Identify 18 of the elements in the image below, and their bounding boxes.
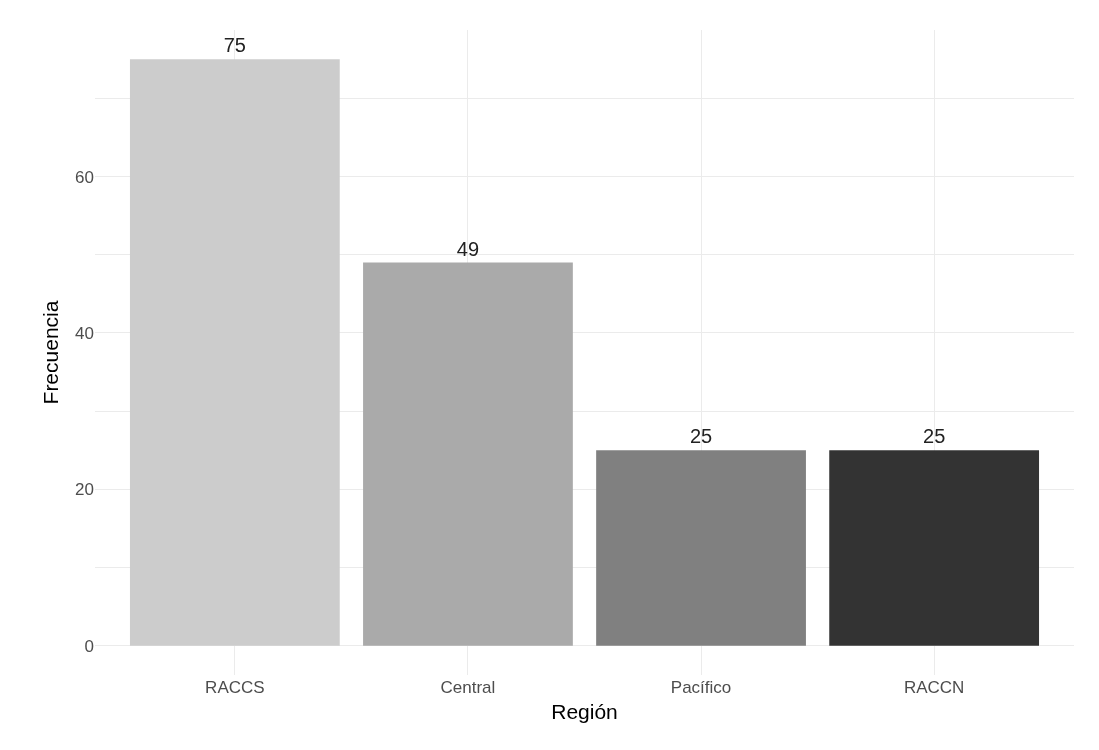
y-tick-label: 0 <box>84 636 94 656</box>
y-tick-label: 60 <box>75 167 94 187</box>
bar <box>596 450 806 646</box>
bar <box>129 59 340 646</box>
y-axis-title: Frecuencia <box>39 300 63 405</box>
x-axis-title: Región <box>551 700 618 724</box>
data-label: 49 <box>456 237 480 260</box>
x-tick-label: RACCS <box>205 678 265 697</box>
bar <box>363 262 573 646</box>
bar <box>829 450 1040 646</box>
data-label: 25 <box>923 425 946 448</box>
x-tick-label: RACCN <box>903 678 965 697</box>
y-tick-label: 40 <box>75 323 94 343</box>
data-label: 75 <box>223 34 246 57</box>
y-tick-label: 20 <box>75 480 94 500</box>
x-tick-label: Pacífico <box>670 678 732 697</box>
data-label: 25 <box>689 425 713 448</box>
x-tick-label: Central <box>440 678 496 697</box>
